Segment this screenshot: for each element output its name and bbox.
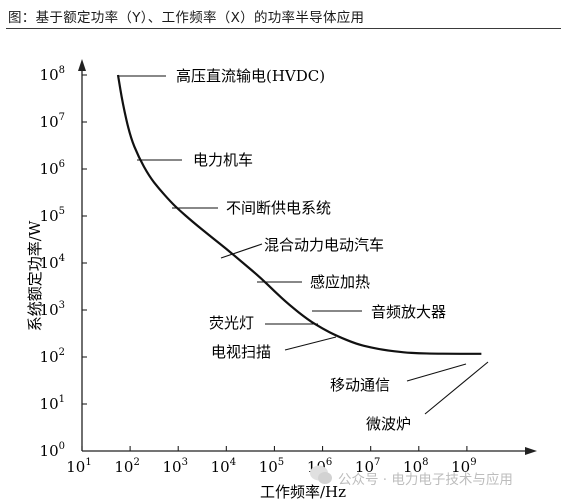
y-tick-label: 100 — [40, 441, 65, 460]
x-axis-label: 工作频率/Hz — [260, 483, 346, 501]
annotation-label: 电视扫描 — [211, 343, 271, 361]
power-frequency-curve — [116, 74, 482, 355]
x-tick-label: 101 — [66, 457, 91, 476]
annotation-leader-line — [424, 361, 489, 415]
annotation-label: 电力机车 — [193, 151, 253, 169]
caption-divider — [6, 28, 561, 29]
annotation-label: 感应加热 — [310, 273, 370, 291]
annotation-leader-line — [406, 363, 467, 382]
annotation-labels: 高压直流输电(HVDC) 电力机车不间断供电系统混合动力电动汽车感应加热音频放大器… — [118, 67, 489, 433]
y-tick-label: 101 — [40, 394, 65, 413]
annotation-leader-line — [284, 336, 337, 351]
x-axis-arrow-icon — [525, 447, 537, 455]
watermark: 公众号 · 电力电子技术与应用 — [338, 472, 513, 488]
y-tick-label: 107 — [40, 112, 65, 131]
annotation-label: 音频放大器 — [371, 303, 446, 321]
axes — [78, 59, 537, 455]
annotation-label: 移动通信 — [330, 376, 390, 394]
y-tick-label: 102 — [40, 347, 65, 366]
curve — [116, 74, 482, 355]
annotation-label: 高压直流输电(HVDC) — [176, 67, 325, 85]
wechat-logo-icon — [308, 462, 334, 488]
x-tick-label: 103 — [162, 457, 187, 476]
x-tick-label: 104 — [211, 457, 236, 476]
y-tick-label: 106 — [40, 159, 65, 178]
annotation-label: 微波炉 — [366, 415, 411, 433]
x-tick-label: 102 — [114, 457, 139, 476]
ticks: 1011021031041051061071081091001011021031… — [40, 65, 477, 476]
y-tick-label: 108 — [40, 65, 65, 84]
annotation-label: 混合动力电动汽车 — [264, 236, 384, 254]
y-axis-arrow-icon — [78, 59, 86, 71]
annotation-leader-line — [220, 243, 263, 259]
figure-caption: 图：基于额定功率（Y）、工作频率（X）的功率半导体应用 — [8, 10, 365, 26]
y-axis-label: 系统额定功率/W — [26, 220, 44, 331]
annotation-label: 不间断供电系统 — [226, 199, 331, 217]
x-tick-label: 105 — [259, 457, 284, 476]
annotation-label: 荧光灯 — [209, 314, 254, 332]
